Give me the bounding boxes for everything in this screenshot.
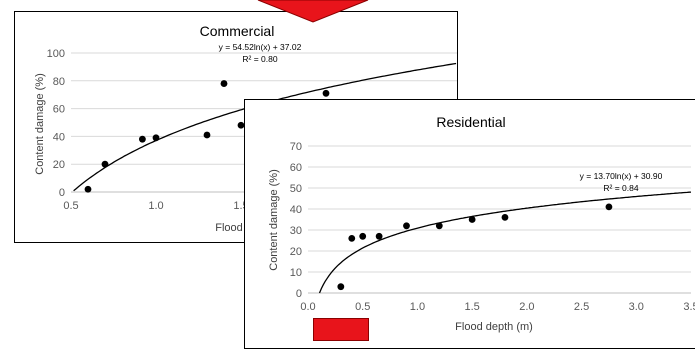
data-point [348,235,356,242]
y-tick-label: 20 [53,159,65,171]
chart-title: Commercial [200,23,275,39]
arrow-down-icon [257,0,369,23]
y-tick-label: 40 [290,204,302,216]
data-point [375,232,383,240]
x-tick-label: 0.5 [355,301,370,313]
x-axis-label: Flood depth (m) [455,321,533,333]
y-axis-label: Content damage (%) [34,73,46,175]
x-tick-label: 1.0 [410,301,425,313]
y-tick-label: 10 [290,267,302,279]
y-axis-label: Content damage (%) [268,169,280,271]
y-tick-label: 60 [290,162,302,174]
data-point [605,203,613,211]
x-tick-label: 0.0 [300,301,315,313]
data-point [101,160,109,168]
x-tick-label: 1.5 [464,301,479,313]
data-point [468,216,476,223]
y-tick-label: 70 [290,141,302,153]
chart-title: Residential [436,114,505,130]
data-point [237,121,245,129]
x-tick-label: 2.0 [519,301,534,313]
data-point [501,214,509,221]
trendline-r2: R² = 0.80 [242,54,277,64]
data-point [203,131,211,139]
arrow-shaft-icon [313,318,369,341]
data-point [359,232,367,240]
y-tick-label: 100 [47,48,65,60]
data-point [337,283,345,291]
data-point [322,89,330,97]
trendline [318,191,692,294]
y-tick-label: 0 [59,187,65,199]
x-tick-label: 0.5 [63,200,78,212]
data-point [403,222,410,230]
y-tick-label: 40 [53,131,65,143]
data-point [84,185,92,193]
y-tick-label: 80 [53,76,65,88]
residential-chart: Residential 0 10 20 30 40 50 60 70 0.0 0.5 1.0 1.5… [268,114,695,333]
data-point [435,222,443,230]
y-tick-label: 60 [53,104,65,116]
x-tick-label: 2.5 [574,301,589,313]
y-tick-label: 20 [290,246,302,258]
residential-chart-panel: Residential 0 10 20 30 40 50 60 70 0.0 0.5 1.0 1.5… [244,99,695,349]
x-tick-label: 1.0 [148,200,163,212]
data-point [152,134,160,142]
x-tick-label: 3.0 [629,301,644,313]
x-axis-label: Flood [215,222,243,234]
trendline-equation: y = 54.52ln(x) + 37.02 [219,42,302,52]
x-tick-label: 3.5 [683,301,695,313]
y-tick-label: 30 [290,225,302,237]
data-point [139,135,146,143]
data-point [220,80,228,87]
trendline-equation: y = 13.70ln(x) + 30.90 [580,171,663,181]
y-tick-label: 50 [290,183,302,195]
y-tick-label: 0 [296,288,302,300]
trendline-r2: R² = 0.84 [603,183,638,193]
